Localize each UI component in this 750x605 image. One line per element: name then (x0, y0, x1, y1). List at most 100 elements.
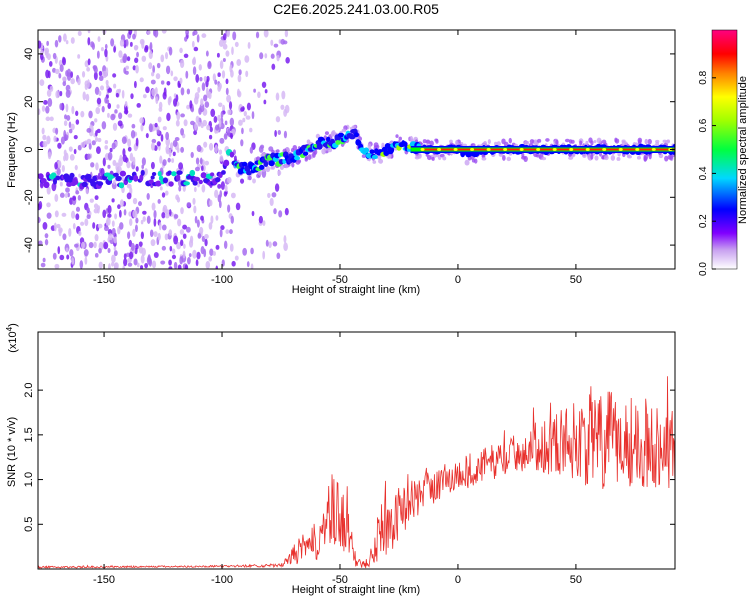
spectrogram-noise-mark (145, 132, 149, 139)
spectrogram-noise-mark (87, 37, 91, 46)
spectrogram-noise-mark (267, 192, 271, 198)
spectrogram-noise-mark (75, 119, 80, 125)
spectrogram-noise-mark (226, 94, 232, 103)
spectrogram-noise-mark (135, 64, 139, 74)
spectrogram-noise-mark (140, 219, 144, 225)
spectrogram-noise-mark (168, 46, 173, 56)
spectrogram-noise-mark (98, 90, 102, 96)
spectrogram-noise-mark (237, 74, 242, 83)
colorbar-tick-label: 0.4 (698, 166, 709, 180)
spectrogram-noise-mark (136, 51, 139, 58)
spectrogram-noise-mark (225, 229, 230, 234)
spectrogram-noise-mark (178, 185, 182, 192)
spectrogram-noise-mark (160, 54, 165, 63)
spectrogram-noise-mark (215, 244, 220, 250)
snr-ytick-label: 1.0 (23, 472, 35, 487)
spectrogram-noise-mark (212, 73, 216, 82)
spectrogram-ytick-label: -20 (23, 189, 35, 205)
spectrogram-noise-mark (225, 87, 229, 96)
spectrogram-noise-mark (151, 202, 156, 211)
spectrogram-noise-mark (196, 144, 202, 153)
spectrogram-noise-mark (251, 111, 255, 120)
spectrogram-noise-mark (39, 53, 44, 61)
spectrogram-noise-mark (108, 263, 111, 269)
spectrogram-noise-mark (70, 210, 76, 219)
spectrogram-noise-mark (125, 106, 128, 115)
spectrogram-wing-mark (664, 155, 669, 162)
spectrogram-noise-mark (107, 248, 111, 254)
spectrogram-ridge-mark (43, 181, 50, 189)
spectrogram-ridge-mark (316, 143, 323, 150)
spectrogram-noise-mark (180, 127, 185, 136)
spectrogram-noise-mark (68, 121, 72, 129)
spectrogram-noise-mark (246, 261, 250, 268)
spectrogram-ridge-mark (38, 173, 44, 180)
spectrogram-noise-mark (184, 36, 188, 42)
spectrogram-noise-mark (219, 190, 223, 198)
spectrogram-noise-mark (192, 249, 197, 259)
spectrogram-ridge-mark (200, 172, 207, 179)
spectrogram-noise-mark (165, 209, 170, 215)
spectrogram-noise-mark (165, 190, 169, 196)
spectrogram-noise-mark (142, 94, 147, 99)
spectrogram-ridge-mark (115, 175, 122, 182)
snr-xtick-label: 0 (455, 574, 461, 586)
snr-ytick-label: 0.5 (23, 517, 35, 532)
spectrogram-noise-mark (136, 103, 141, 108)
spectrogram-noise-mark (158, 222, 162, 231)
spectrogram-noise-mark (46, 40, 49, 47)
spectrogram-noise-mark (78, 230, 82, 236)
spectrogram-noise-mark (265, 239, 269, 247)
spectrogram-noise-mark (104, 145, 108, 150)
spectrogram-noise-mark (284, 30, 289, 38)
spectrogram-noise-mark (63, 149, 67, 157)
spectrogram-noise-mark (119, 199, 124, 208)
spectrogram-noise-mark (44, 239, 49, 246)
spectrogram-noise-mark (141, 157, 146, 166)
spectrogram-noise-mark (123, 258, 128, 267)
spectrogram-noise-mark (200, 122, 204, 129)
spectrogram-noise-mark (250, 247, 254, 255)
spectrogram-noise-mark (182, 250, 186, 259)
spectrogram-wing-mark (327, 147, 333, 153)
spectrogram-noise-mark (153, 30, 159, 38)
spectrogram-peak-dot (437, 148, 442, 151)
spectrogram-wing-mark (570, 139, 575, 144)
spectrogram-noise-mark (206, 124, 211, 131)
spectrogram-noise-mark (199, 157, 203, 165)
spectrogram-noise-mark (232, 31, 237, 41)
spectrogram-noise-mark (225, 78, 229, 85)
spectrogram-noise-mark (85, 93, 90, 102)
spectrogram-ridge-mark (157, 171, 162, 177)
spectrogram-noise-mark (132, 33, 136, 40)
spectrogram-noise-mark (218, 39, 224, 47)
spectrogram-noise-mark (148, 257, 153, 267)
spectrogram-noise-mark (165, 131, 170, 141)
spectrogram-noise-mark (271, 63, 276, 70)
spectrogram-wing-mark (655, 139, 660, 144)
spectrogram-wing-mark (564, 138, 570, 143)
spectrogram-noise-mark (208, 134, 213, 140)
spectrogram-noise-mark (273, 208, 277, 215)
spectrogram-noise-mark (138, 241, 143, 247)
spectrogram-noise-mark (215, 265, 219, 269)
spectrogram-ridge-mark (50, 172, 57, 180)
spectrogram-noise-mark (230, 215, 234, 224)
spectrogram-noise-mark (80, 110, 85, 118)
spectrogram-noise-mark (113, 83, 117, 89)
spectrogram-noise-mark (180, 87, 185, 96)
spectrogram-ridge-mark (133, 174, 139, 182)
spectrogram-noise-mark (198, 107, 202, 115)
spectrogram-noise-mark (107, 152, 113, 161)
spectrogram-noise-mark (165, 52, 169, 60)
spectrogram-noise-mark (113, 46, 116, 53)
spectrogram-wing-mark (439, 153, 445, 158)
spectrogram-noise-mark (195, 259, 199, 267)
spectrogram-noise-mark (153, 231, 158, 238)
spectrogram-wing-mark (545, 138, 550, 142)
spectrogram-wing-mark (655, 142, 660, 147)
spectrogram-noise-mark (95, 107, 101, 115)
spectrogram-wing-mark (271, 165, 275, 170)
spectrogram-noise-mark (130, 93, 134, 100)
spectrogram-noise-mark (98, 247, 102, 254)
